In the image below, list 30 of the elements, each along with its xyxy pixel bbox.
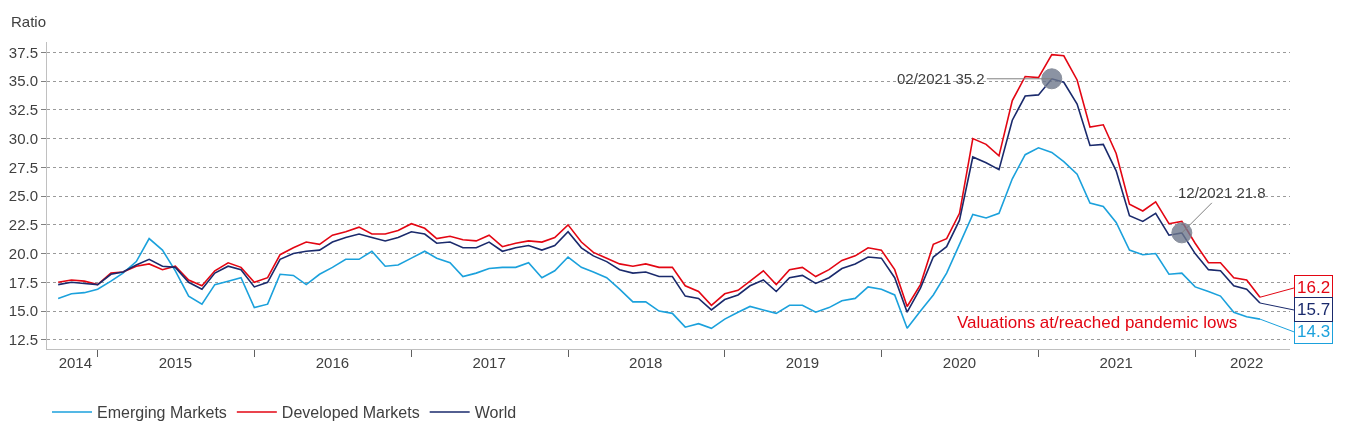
legend-label: Emerging Markets <box>97 404 227 422</box>
y-tick-label: 20.0 <box>8 244 38 262</box>
y-tick-label: 25.0 <box>8 187 38 205</box>
y-tick-label: 32.5 <box>8 101 38 119</box>
y-axis-title: Ratio <box>11 13 47 30</box>
x-tick-label: 2020 <box>942 354 977 371</box>
x-tick-label: 2016 <box>315 354 350 371</box>
legend-label: World <box>474 404 517 422</box>
x-tick-label: 2017 <box>472 354 506 371</box>
data-label: 14.3 <box>1297 322 1331 341</box>
annotation: 12/2021 21.8 <box>1178 184 1266 201</box>
data-label: 16.2 <box>1297 278 1331 297</box>
x-tick-label: 2022 <box>1229 354 1264 371</box>
y-tick-label: 30.0 <box>8 129 38 147</box>
y-tick-label: 15.0 <box>8 302 38 320</box>
x-tick-label: 2014 <box>58 354 93 371</box>
y-tick-label: 37.5 <box>8 43 38 61</box>
annotation: 02/2021 35.2 <box>897 70 985 87</box>
y-tick-label: 12.5 <box>8 331 38 349</box>
annotation: Valuations at/reached pandemic lows <box>957 313 1238 332</box>
x-tick-label: 2021 <box>1099 354 1133 371</box>
y-tick-label: 27.5 <box>8 158 38 176</box>
x-tick-label: 2015 <box>158 354 193 371</box>
data-label: 15.7 <box>1297 300 1331 319</box>
x-tick-label: 2019 <box>785 354 820 371</box>
y-tick-label: 35.0 <box>8 72 38 90</box>
legend-label: Developed Markets <box>281 404 420 422</box>
x-tick-label: 2018 <box>629 354 663 371</box>
y-tick-label: 17.5 <box>8 273 38 291</box>
y-tick-label: 22.5 <box>8 216 38 234</box>
